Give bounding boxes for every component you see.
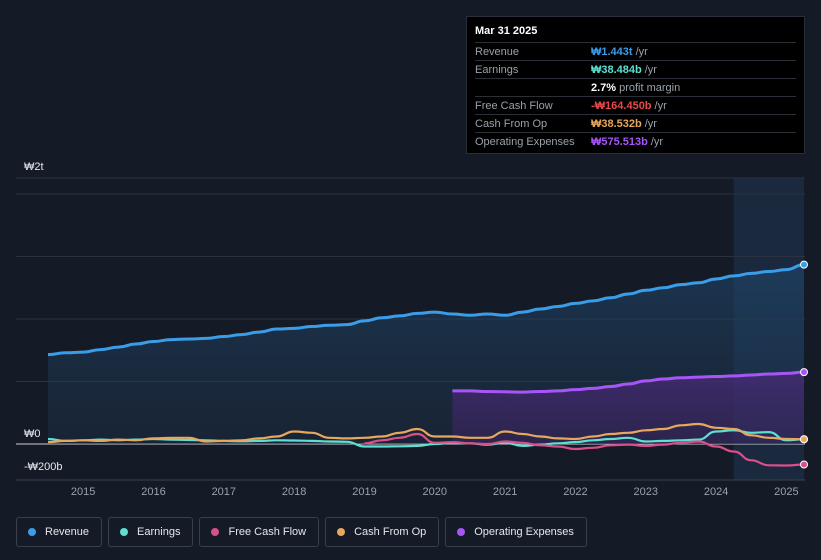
tooltip-row-value: ₩38.532b [591, 117, 642, 130]
legend: Revenue Earnings Free Cash Flow Cash From O… [16, 517, 587, 547]
tooltip-row-unit: /yr [654, 99, 667, 112]
tooltip-panel: Mar 31 2025 Revenue ₩1.443t/yr Earnings ₩38… [466, 16, 805, 154]
y-axis-labels: ₩2t ₩0 -₩200b [24, 161, 63, 473]
legend-item-earnings[interactable]: Earnings [108, 517, 194, 547]
legend-label: Free Cash Flow [228, 526, 307, 538]
y-tick-label: ₩2t [24, 161, 44, 173]
x-tick-label: 2022 [563, 486, 587, 498]
tooltip-row-unit: /yr [644, 63, 657, 76]
tooltip-row: Earnings ₩38.484b/yr [475, 60, 796, 78]
tooltip-row-label: Cash From Op [475, 117, 548, 130]
area-operating-expenses [452, 372, 804, 444]
legend-item-free-cash-flow[interactable]: Free Cash Flow [199, 517, 320, 547]
end-dot-operating-expenses [800, 368, 808, 377]
x-tick-label: 2016 [141, 486, 165, 498]
legend-label: Earnings [137, 526, 181, 538]
tooltip-row-unit: /yr [644, 117, 657, 130]
tooltip-row: 2.7% profit margin [475, 78, 796, 96]
area-fills [48, 264, 804, 444]
tooltip-row-value: 2.7% [591, 81, 617, 94]
tooltip-row-value: ₩575.513b [591, 135, 648, 148]
x-tick-label: 2018 [282, 486, 306, 498]
x-tick-label: 2021 [493, 486, 517, 498]
legend-dot-icon [28, 528, 36, 536]
x-tick-label: 2025 [774, 486, 798, 498]
tooltip-row: Cash From Op ₩38.532b/yr [475, 114, 796, 132]
x-tick-label: 2020 [423, 486, 447, 498]
y-tick-label: -₩200b [24, 461, 63, 473]
legend-item-cash-from-op[interactable]: Cash From Op [325, 517, 440, 547]
y-tick-label: ₩0 [24, 428, 41, 440]
tooltip-rows: Revenue ₩1.443t/yr Earnings ₩38.484b/yr 2.7%… [475, 42, 796, 150]
tooltip-date: Mar 31 2025 [475, 25, 538, 37]
line-revenue [47, 263, 805, 357]
tooltip-row-value: ₩38.484b [591, 63, 642, 76]
x-tick-label: 2017 [212, 486, 236, 498]
end-markers [800, 260, 808, 469]
tooltip-row-unit: /yr [650, 135, 664, 148]
legend-label: Cash From Op [354, 526, 427, 538]
legend-item-revenue[interactable]: Revenue [16, 517, 103, 547]
tooltip-row-label: Free Cash Flow [475, 99, 553, 112]
tooltip-row-unit: profit margin [619, 81, 681, 94]
line-operating-expenses [452, 370, 805, 394]
legend-dot-icon [457, 528, 466, 536]
x-tick-label: 2015 [71, 486, 95, 498]
line-free-cash-flow [364, 432, 805, 467]
end-dot-cash-from-op [800, 435, 808, 444]
legend-label: Operating Expenses [474, 526, 574, 538]
legend-dot-icon [120, 528, 129, 536]
line-earnings [47, 429, 805, 448]
legend-dot-icon [211, 528, 220, 536]
x-tick-label: 2023 [634, 486, 658, 498]
legend-dot-icon [337, 528, 346, 536]
tooltip-row-value: ₩1.443t [591, 45, 633, 58]
tooltip-row: Revenue ₩1.443t/yr [475, 42, 796, 60]
x-tick-label: 2024 [704, 486, 728, 498]
tooltip-row: Free Cash Flow -₩164.450b/yr [475, 96, 796, 114]
end-dot-free-cash-flow [800, 460, 808, 469]
tooltip-row-label: Earnings [475, 63, 519, 76]
tooltip-row: Operating Expenses ₩575.513b/yr [475, 132, 796, 150]
chart-area: ₩2t ₩0 -₩200b 2015 2016 2017 2018 2019 2020 2021… [16, 161, 808, 498]
x-axis-labels: 2015 2016 2017 2018 2019 2020 2021 2022 2023 2024… [71, 486, 799, 498]
x-tick-label: 2019 [352, 486, 376, 498]
line-cash-from-op [47, 422, 805, 444]
series-lines [47, 263, 805, 467]
tooltip-row-label: Revenue [475, 45, 520, 58]
tooltip-row-value: -₩164.450b [591, 99, 652, 112]
legend-label: Revenue [45, 526, 90, 538]
tooltip-row-unit: /yr [635, 45, 648, 58]
tooltip-row-label: Operating Expenses [475, 135, 575, 148]
legend-item-operating-expenses[interactable]: Operating Expenses [445, 517, 587, 547]
end-dot-revenue [800, 260, 808, 269]
